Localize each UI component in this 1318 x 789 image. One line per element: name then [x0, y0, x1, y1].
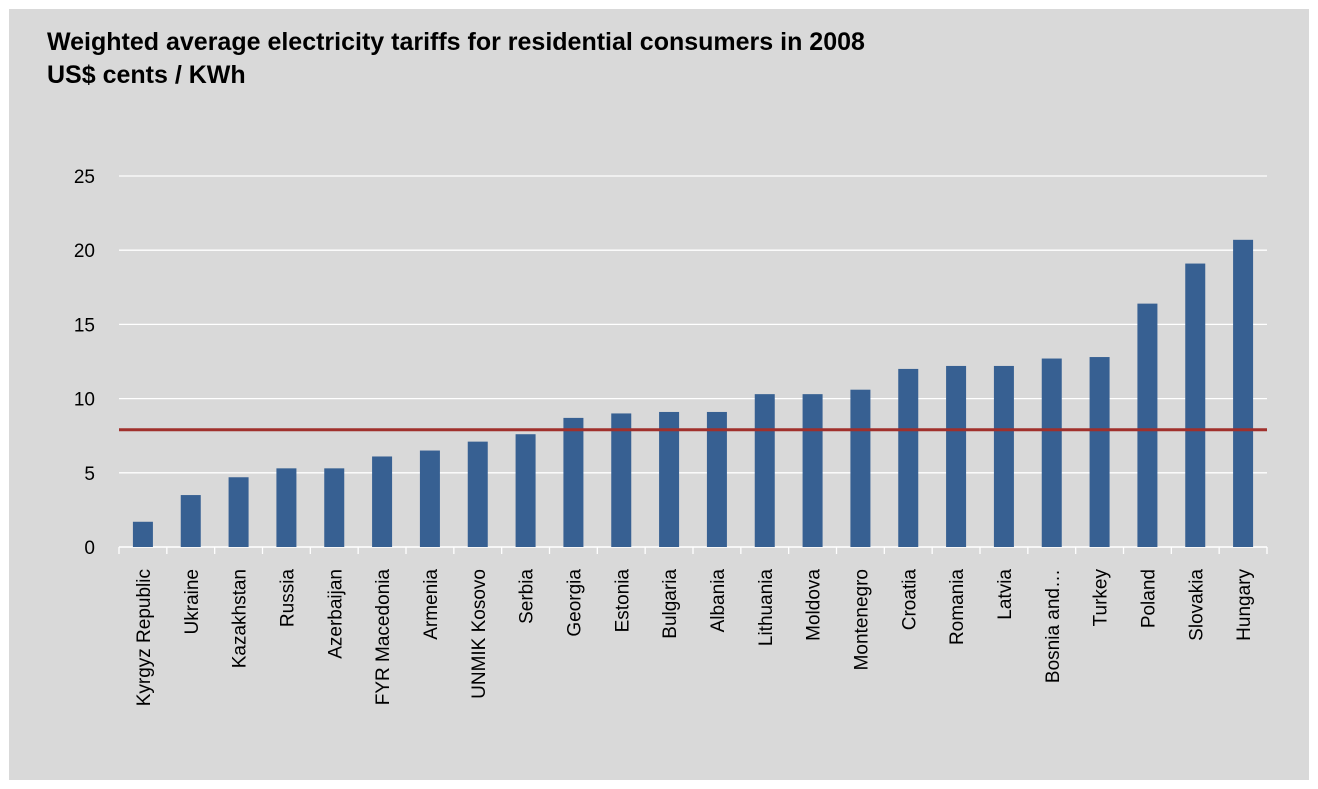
x-tick-label: Turkey: [1091, 569, 1112, 627]
bar: [1233, 239, 1254, 547]
bar: [276, 468, 297, 547]
bar: [419, 450, 440, 547]
bar: [1041, 358, 1062, 547]
bar: [1185, 263, 1206, 547]
y-tick-label: 25: [74, 167, 95, 188]
bar: [898, 368, 919, 547]
x-tick-label: Ukraine: [182, 569, 203, 634]
x-tick-label: Latvia: [995, 569, 1016, 620]
bar: [180, 495, 201, 547]
x-tick-label: Serbia: [517, 569, 538, 624]
chart-title: Weighted average electricity tariffs for…: [47, 28, 865, 56]
bar: [467, 441, 488, 547]
x-tick-label: Lithuania: [756, 569, 777, 647]
y-tick-label: 20: [74, 241, 95, 262]
bar: [563, 417, 584, 547]
bar: [372, 456, 393, 547]
x-tick-label: Romania: [947, 569, 968, 645]
x-tick-label: Moldova: [804, 569, 825, 641]
bar: [706, 411, 727, 547]
x-tick-label: Croatia: [899, 569, 920, 631]
bar: [1089, 357, 1110, 547]
bar: [993, 365, 1014, 547]
x-tick-label: Bulgaria: [660, 569, 681, 639]
y-tick-label: 10: [74, 390, 95, 411]
bar: [1137, 303, 1158, 547]
x-tick-label: Hungary: [1234, 569, 1255, 641]
bar: [850, 389, 871, 547]
bar: [946, 365, 967, 547]
y-tick-label: 5: [84, 464, 95, 485]
bar: [132, 521, 153, 547]
chart-subtitle: US$ cents / KWh: [47, 61, 246, 89]
x-tick-label: UNMIK Kosovo: [469, 569, 490, 699]
y-tick-label: 0: [84, 538, 95, 559]
x-tick-label: Poland: [1138, 569, 1159, 628]
x-tick-label: Georgia: [564, 569, 585, 637]
bar: [324, 468, 345, 547]
bar: [228, 477, 249, 547]
x-tick-label: Estonia: [612, 569, 633, 633]
x-tick-label: Azerbaijan: [325, 569, 346, 659]
x-tick-label: Bosnia and…: [1043, 569, 1064, 683]
x-tick-label: FYR Macedonia: [373, 569, 394, 706]
x-tick-label: Armenia: [421, 569, 442, 640]
bar: [659, 411, 680, 547]
x-tick-label: Russia: [277, 569, 298, 628]
bar: [754, 394, 775, 547]
bar: [802, 394, 823, 547]
y-tick-label: 15: [74, 315, 95, 336]
x-tick-label: Albania: [708, 569, 729, 633]
bar: [515, 434, 536, 547]
chart-area: Weighted average electricity tariffs for…: [9, 9, 1309, 780]
bar: [611, 413, 632, 547]
bar-chart: 0 5 10 15 20 25 Kyrgyz Republic Ukraine Kazakhst…: [74, 167, 1268, 706]
x-tick-label: Slovakia: [1186, 569, 1207, 641]
x-tick-label: Montenegro: [851, 569, 872, 670]
x-tick-label: Kazakhstan: [230, 569, 251, 668]
x-tick-label: Kyrgyz Republic: [134, 569, 155, 706]
